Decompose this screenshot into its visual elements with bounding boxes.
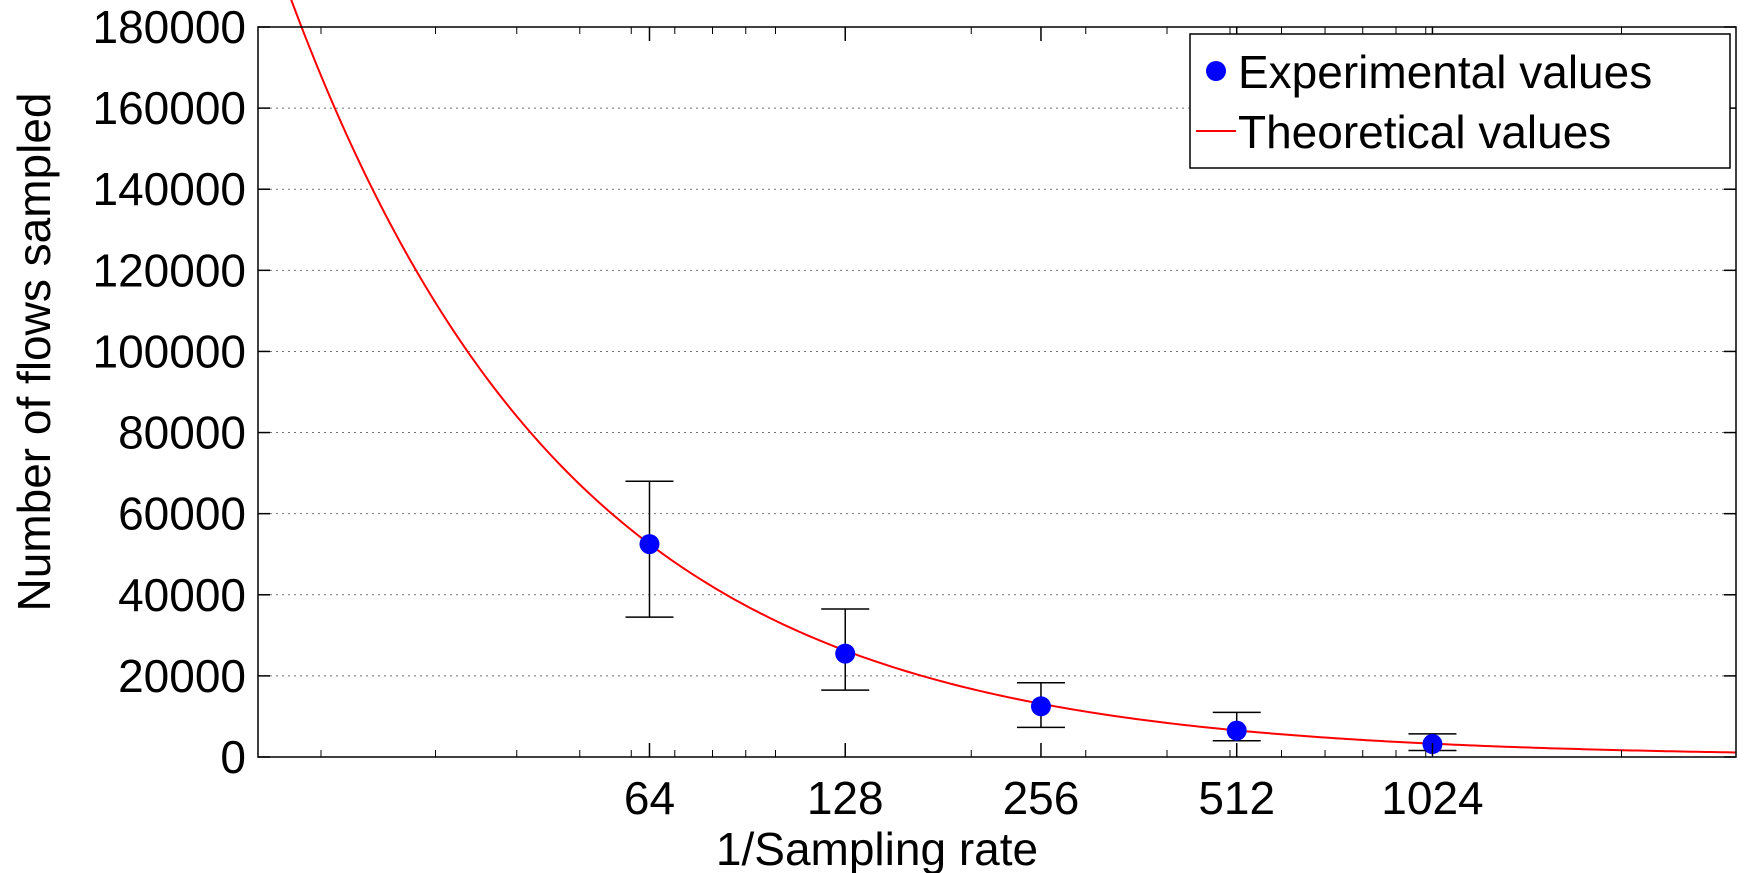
legend-label-theoretical: Theoretical values (1238, 106, 1611, 158)
y-tick-label: 40000 (118, 569, 246, 621)
y-tick-label: 160000 (93, 82, 247, 134)
legend: Experimental values Theoretical values (1189, 33, 1731, 169)
y-tick-label: 180000 (93, 1, 247, 53)
experimental-point (1030, 696, 1051, 717)
experimental-point (1226, 720, 1247, 741)
ticks-layer: 0 20000 40000 60000 80000 100000 120000 140000 1… (93, 1, 1736, 824)
grid-layer (258, 107, 1736, 677)
y-tick-label: 20000 (118, 650, 246, 702)
experimental-point-group (625, 480, 674, 618)
experimental-point-group (1212, 711, 1261, 742)
x-tick-label: 256 (1003, 772, 1080, 824)
y-tick-label: 100000 (93, 325, 247, 377)
y-tick-label: 120000 (93, 244, 247, 296)
experimental-point (639, 534, 660, 555)
x-tick-label: 64 (624, 772, 675, 824)
y-tick-label: 60000 (118, 488, 246, 540)
experimental-point (835, 643, 856, 664)
legend-box (1189, 33, 1731, 169)
x-tick-label: 512 (1198, 772, 1275, 824)
legend-label-experimental: Experimental values (1238, 46, 1652, 98)
plot-frame (257, 26, 1737, 758)
x-axis-title: 1/Sampling rate (716, 823, 1038, 873)
y-tick-label: 0 (220, 731, 246, 783)
y-tick-label: 80000 (118, 407, 246, 459)
experimental-point-group (821, 608, 870, 691)
y-axis-title: Number of flows sampled (8, 93, 60, 612)
series-layer (290, 0, 1737, 755)
x-tick-label: 1024 (1381, 772, 1483, 824)
x-tick-label: 128 (807, 772, 884, 824)
legend-marker-experimental (1206, 61, 1226, 81)
experimental-point-group (1016, 682, 1065, 729)
y-tick-label: 140000 (93, 163, 247, 215)
theoretical-curve (290, 0, 1737, 754)
